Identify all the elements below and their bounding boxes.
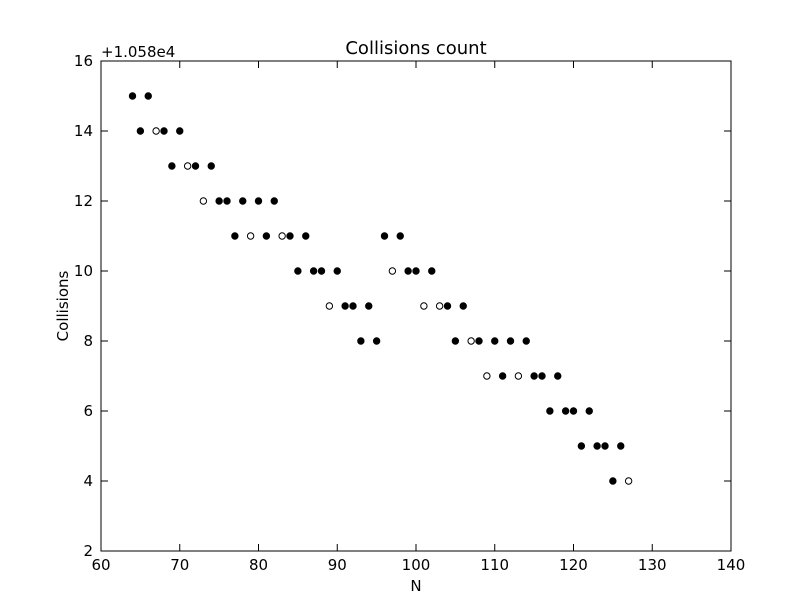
data-point-filled bbox=[294, 267, 302, 275]
data-point-open bbox=[278, 232, 286, 240]
data-point-filled bbox=[491, 337, 499, 345]
data-point-filled bbox=[207, 162, 215, 170]
data-point-filled bbox=[459, 302, 467, 310]
x-tick-label: 70 bbox=[170, 556, 189, 574]
data-point-filled bbox=[239, 197, 247, 205]
y-tick-label: 12 bbox=[74, 192, 93, 210]
x-tick-label: 60 bbox=[91, 556, 110, 574]
plot-area: 60 70 80 90 100 110 120 130 140 2 4 6 8 10 12 14 16 bbox=[74, 52, 745, 574]
data-point-filled bbox=[168, 162, 176, 170]
data-point-filled bbox=[223, 197, 231, 205]
data-point-filled bbox=[357, 337, 365, 345]
data-point-filled bbox=[144, 92, 152, 100]
data-point-filled bbox=[349, 302, 357, 310]
data-point-filled bbox=[475, 337, 483, 345]
data-point-filled bbox=[309, 267, 318, 275]
data-point-filled bbox=[372, 337, 381, 345]
data-point-filled bbox=[262, 232, 271, 240]
data-point-filled bbox=[538, 372, 546, 380]
x-tick-label: 100 bbox=[402, 556, 431, 574]
data-point-open bbox=[514, 372, 523, 380]
data-point-filled bbox=[506, 337, 515, 345]
data-point-filled bbox=[176, 127, 184, 135]
data-point-filled bbox=[412, 267, 420, 275]
y-axis-offset-label: +1.058e4 bbox=[101, 43, 175, 61]
data-point-filled bbox=[451, 337, 460, 345]
data-point-filled bbox=[215, 197, 223, 205]
y-tick-label: 8 bbox=[83, 332, 93, 350]
x-tick-label: 90 bbox=[328, 556, 347, 574]
chart-title: Collisions count bbox=[345, 38, 486, 59]
data-point-filled bbox=[231, 232, 239, 240]
data-point-filled bbox=[554, 372, 562, 380]
x-tick-label: 130 bbox=[638, 556, 667, 574]
data-point-open bbox=[199, 197, 208, 205]
y-axis-label: Collisions bbox=[54, 271, 72, 342]
data-point-filled bbox=[593, 442, 601, 450]
data-point-filled bbox=[601, 442, 609, 450]
x-tick-label: 110 bbox=[480, 556, 509, 574]
data-point-open bbox=[388, 267, 397, 275]
data-point-filled bbox=[341, 302, 349, 310]
data-point-filled bbox=[254, 197, 263, 205]
data-point-open bbox=[325, 302, 334, 310]
y-tick-label: 14 bbox=[74, 122, 93, 140]
data-point-filled bbox=[404, 267, 412, 275]
plot-frame bbox=[100, 60, 732, 552]
data-point-filled bbox=[128, 92, 137, 100]
data-point-filled bbox=[286, 232, 294, 240]
x-tick-label: 120 bbox=[559, 556, 588, 574]
data-point-filled bbox=[498, 372, 507, 380]
data-point-filled bbox=[443, 302, 452, 310]
data-point-open bbox=[435, 302, 444, 310]
data-point-open bbox=[467, 337, 475, 345]
data-point-filled bbox=[617, 442, 625, 450]
y-tick-label: 16 bbox=[74, 52, 93, 70]
data-point-filled bbox=[609, 477, 617, 485]
y-tick-label: 6 bbox=[83, 402, 93, 420]
y-tick-label: 2 bbox=[83, 542, 93, 560]
data-point-filled bbox=[569, 407, 578, 415]
data-point-filled bbox=[428, 267, 436, 275]
data-point-filled bbox=[136, 127, 145, 135]
data-point-open bbox=[183, 162, 192, 170]
x-tick-label: 80 bbox=[249, 556, 268, 574]
data-point-filled bbox=[333, 267, 341, 275]
data-point-filled bbox=[302, 232, 310, 240]
data-point-filled bbox=[191, 162, 200, 170]
data-point-filled bbox=[546, 407, 554, 415]
data-point-filled bbox=[530, 372, 538, 380]
data-point-filled bbox=[270, 197, 278, 205]
data-point-open bbox=[246, 232, 255, 240]
data-point-open bbox=[483, 372, 491, 380]
x-tick-label: 140 bbox=[717, 556, 746, 574]
y-tick-label: 4 bbox=[83, 472, 93, 490]
data-point-filled bbox=[160, 127, 168, 135]
data-point-filled bbox=[522, 337, 530, 345]
data-point-open bbox=[420, 302, 428, 310]
data-point-filled bbox=[396, 232, 404, 240]
data-point-filled bbox=[380, 232, 389, 240]
data-point-filled bbox=[585, 407, 593, 415]
data-point-filled bbox=[561, 407, 570, 415]
data-point-filled bbox=[317, 267, 326, 275]
data-point-open bbox=[152, 127, 160, 135]
y-tick-label: 10 bbox=[74, 262, 93, 280]
data-point-filled bbox=[365, 302, 373, 310]
data-point-filled bbox=[577, 442, 586, 450]
data-point-open bbox=[624, 477, 633, 485]
x-axis-label: N bbox=[410, 577, 421, 595]
